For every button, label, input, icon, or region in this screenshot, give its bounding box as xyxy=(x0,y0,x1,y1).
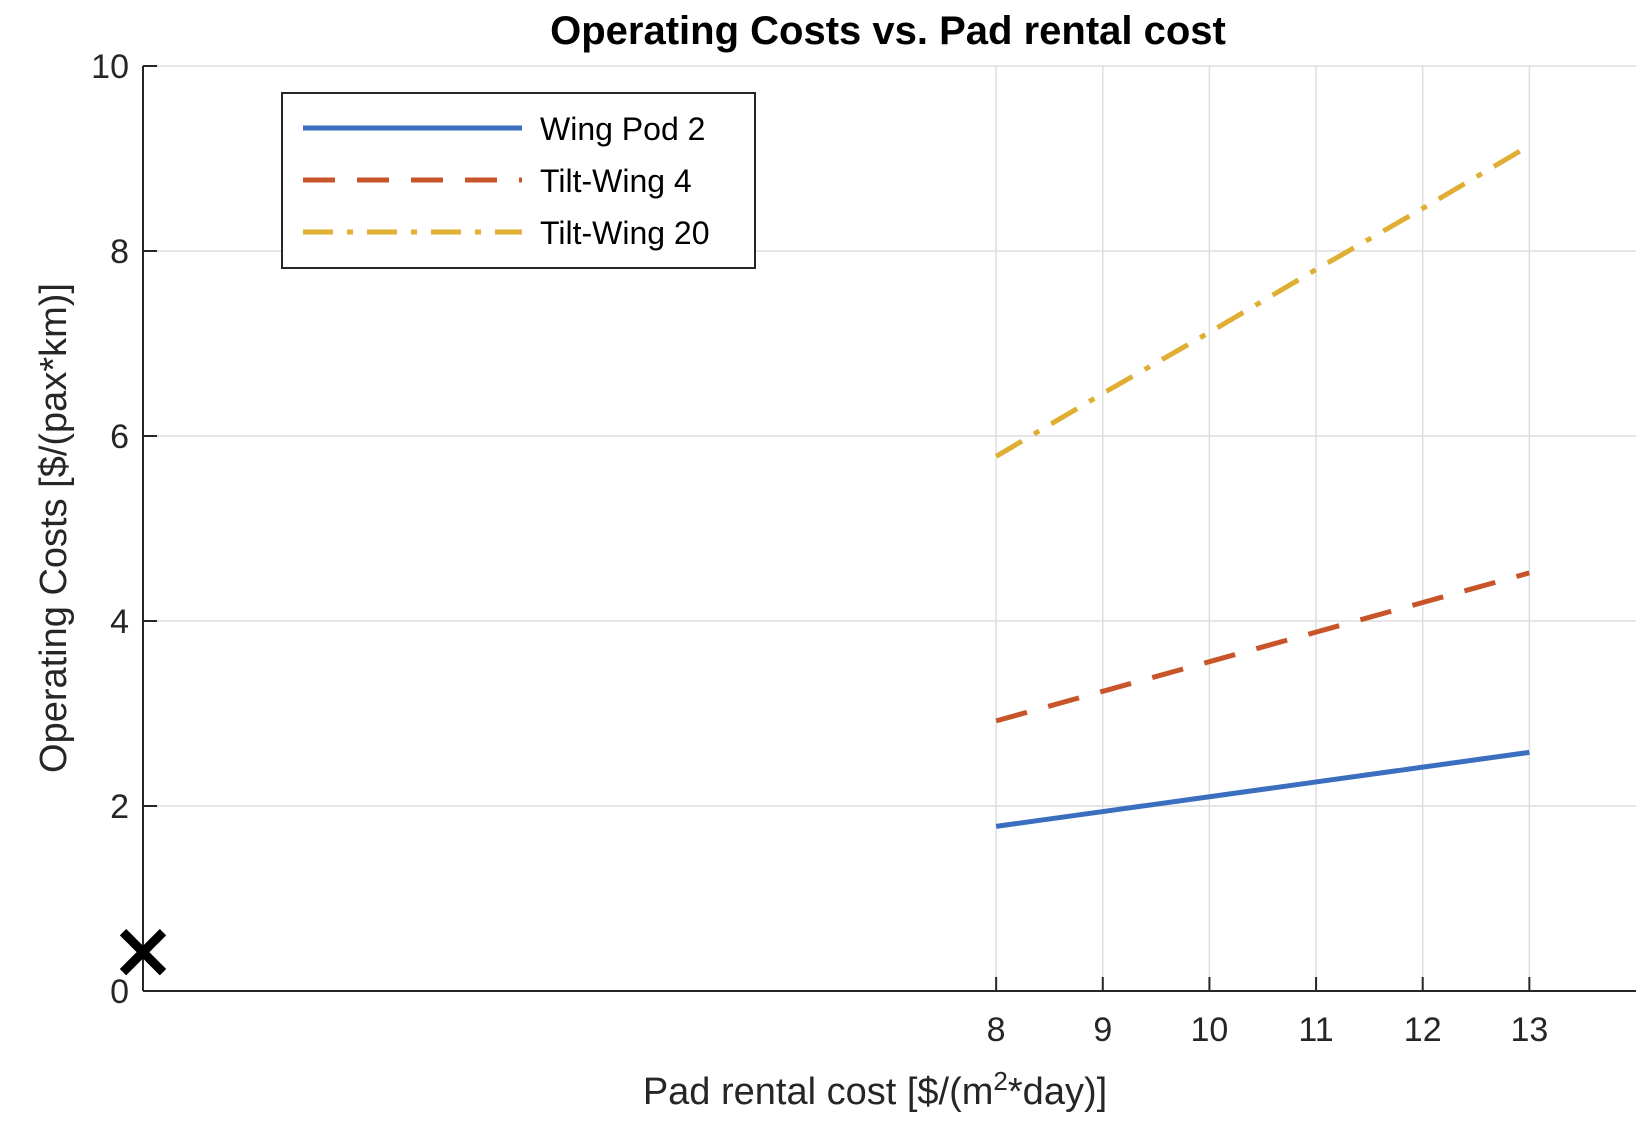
y-tick-label: 4 xyxy=(110,603,129,641)
y-tick-label: 0 xyxy=(110,973,129,1011)
y-tick-label: 6 xyxy=(110,418,129,456)
x-tick-label: 8 xyxy=(987,1011,1006,1049)
chart-title: Operating Costs vs. Pad rental cost xyxy=(550,9,1226,53)
x-marker xyxy=(119,928,167,976)
axes xyxy=(142,65,1636,992)
legend-label-3: Tilt-Wing 20 xyxy=(540,215,710,251)
series-line-2 xyxy=(995,570,1531,724)
legend-label-1: Wing Pod 2 xyxy=(540,111,705,147)
y-tick-label: 10 xyxy=(91,48,129,86)
y-axis-label: Operating Costs [$/(pax*km)] xyxy=(33,283,75,773)
y-tick-label: 2 xyxy=(110,788,129,826)
x-marker-stroke xyxy=(119,928,167,976)
x-tick-label: 9 xyxy=(1093,1011,1112,1049)
y-tick-label: 8 xyxy=(110,233,129,271)
series-line-1 xyxy=(995,749,1530,829)
markers xyxy=(119,928,167,976)
tick-labels: 8 9 10 11 12 13 0 2 4 6 8 10 xyxy=(91,48,1548,1049)
legend: Wing Pod 2 Tilt-Wing 4 Tilt-Wing 20 xyxy=(281,92,756,269)
x-tick-label: 13 xyxy=(1510,1011,1548,1049)
x-tick-label: 11 xyxy=(1298,1011,1333,1049)
legend-label-2: Tilt-Wing 4 xyxy=(540,163,692,199)
x-tick-label: 12 xyxy=(1404,1011,1442,1049)
series-line-3 xyxy=(994,143,1531,459)
x-axis-label: Pad rental cost [$/(m2*day)] xyxy=(643,1066,1107,1113)
x-axis-label-superscript: 2 xyxy=(993,1066,1007,1096)
series-lines xyxy=(994,143,1531,829)
x-tick-label: 10 xyxy=(1191,1011,1229,1049)
